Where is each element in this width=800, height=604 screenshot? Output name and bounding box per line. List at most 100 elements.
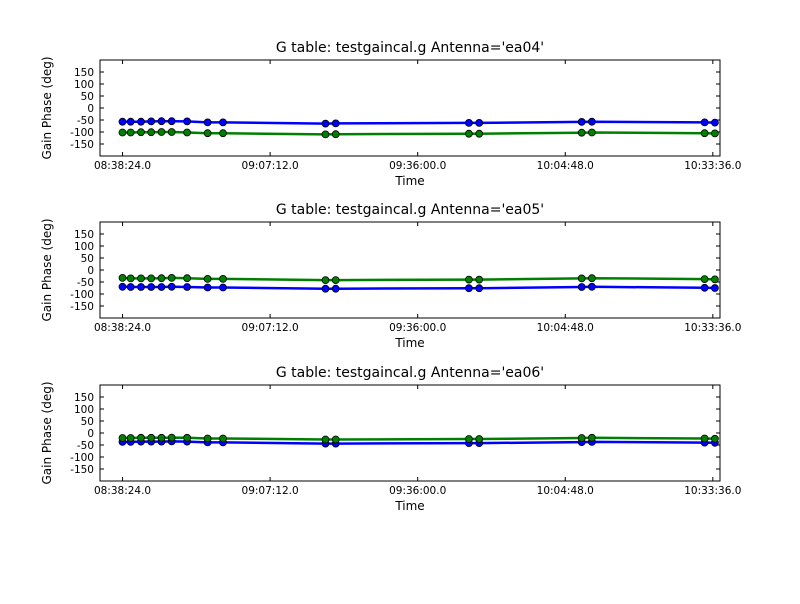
data-point	[331, 284, 340, 293]
data-point	[588, 274, 596, 283]
data-point	[577, 274, 586, 283]
data-point	[700, 434, 709, 443]
data-point	[203, 283, 212, 292]
data-point	[711, 434, 719, 443]
data-point	[118, 273, 127, 282]
y-tick-label: 150	[74, 67, 94, 79]
y-axis-label: Gain Phase (deg)	[40, 218, 54, 321]
data-point	[126, 117, 135, 126]
data-point	[711, 275, 719, 284]
x-tick-label: 09:07:12.0	[242, 485, 299, 497]
chart-title: G table: testgaincal.g Antenna='ea04'	[276, 40, 544, 56]
data-point	[147, 117, 156, 126]
x-tick-label: 10:33:36.0	[684, 485, 741, 497]
y-tick-label: 50	[81, 416, 94, 428]
data-point	[183, 128, 192, 137]
data-point	[321, 119, 330, 128]
data-point	[137, 128, 145, 137]
data-point	[118, 128, 127, 137]
data-point	[464, 435, 473, 443]
y-axis-label: Gain Phase (deg)	[40, 381, 54, 484]
plot-frame	[99, 221, 721, 319]
y-tick-label: 150	[74, 229, 94, 241]
data-point	[126, 128, 135, 137]
y-tick-label: 100	[74, 404, 94, 416]
x-tick-label: 08:38:24.0	[94, 485, 151, 497]
data-point	[147, 283, 156, 291]
y-tick-label: 0	[87, 428, 94, 440]
chart-title: G table: testgaincal.g Antenna='ea05'	[276, 202, 544, 218]
data-point	[147, 128, 156, 137]
x-tick-label: 09:36:00.0	[389, 322, 446, 334]
data-point	[219, 274, 227, 283]
data-point	[321, 276, 330, 285]
data-point	[203, 274, 212, 283]
data-point	[464, 129, 473, 138]
data-point	[321, 130, 330, 139]
y-tick-label: -50	[77, 115, 94, 127]
x-axis-label: Time	[394, 174, 424, 188]
x-axis-label: Time	[394, 499, 424, 513]
data-point	[157, 128, 166, 136]
data-point	[464, 284, 473, 293]
chart-panel-2: G table: testgaincal.g Antenna='ea05' -15…	[40, 202, 741, 350]
x-tick-label: 08:38:24.0	[94, 322, 151, 334]
data-point	[203, 434, 212, 443]
data-point	[219, 118, 227, 127]
y-axis-label: Gain Phase (deg)	[40, 56, 54, 159]
x-tick-label: 10:04:48.0	[537, 322, 594, 334]
data-point	[321, 284, 330, 293]
data-point	[183, 117, 192, 126]
data-point	[475, 129, 484, 138]
x-tick-label: 09:07:12.0	[242, 322, 299, 334]
data-point	[700, 118, 709, 127]
data-point	[147, 274, 156, 283]
x-tick-label: 09:36:00.0	[389, 160, 446, 172]
data-point	[577, 128, 586, 137]
y-tick-label: 50	[81, 253, 94, 265]
data-point	[126, 434, 135, 442]
x-tick-label: 09:07:12.0	[242, 160, 299, 172]
data-point	[167, 273, 176, 282]
data-point	[183, 274, 192, 283]
y-tick-label: 100	[74, 79, 94, 91]
data-point	[577, 118, 586, 126]
data-point	[588, 433, 596, 442]
data-point	[700, 275, 709, 284]
x-axis-label: Time	[394, 336, 424, 350]
data-point	[331, 435, 340, 444]
y-tick-label: -100	[70, 127, 94, 139]
data-point	[588, 128, 596, 137]
y-tick-label: -100	[70, 452, 94, 464]
y-tick-label: -50	[77, 277, 94, 289]
data-point	[219, 129, 227, 138]
x-tick-label: 10:33:36.0	[684, 322, 741, 334]
data-point	[203, 118, 212, 127]
data-point	[126, 283, 135, 291]
data-point	[464, 275, 473, 284]
chart-panel-3: G table: testgaincal.g Antenna='ea06' -15…	[40, 365, 741, 513]
data-point	[157, 117, 166, 126]
data-point	[118, 282, 127, 291]
data-point	[167, 117, 176, 126]
plot-frame	[99, 384, 721, 482]
data-point	[118, 117, 127, 126]
chart-panel-1: G table: testgaincal.g Antenna='ea04' -15…	[40, 40, 741, 188]
chart-title: G table: testgaincal.g Antenna='ea06'	[276, 365, 544, 381]
data-point	[588, 117, 596, 126]
data-point	[157, 274, 166, 283]
data-point	[137, 274, 145, 283]
y-tick-label: 0	[87, 265, 94, 277]
x-tick-label: 10:04:48.0	[537, 160, 594, 172]
x-tick-label: 09:36:00.0	[389, 485, 446, 497]
y-tick-label: -150	[70, 464, 94, 476]
y-tick-label: 100	[74, 241, 94, 253]
data-point	[475, 435, 484, 443]
data-point	[321, 435, 330, 444]
data-point	[711, 118, 719, 127]
data-point	[137, 283, 145, 291]
data-point	[464, 119, 473, 127]
data-point	[118, 434, 127, 442]
